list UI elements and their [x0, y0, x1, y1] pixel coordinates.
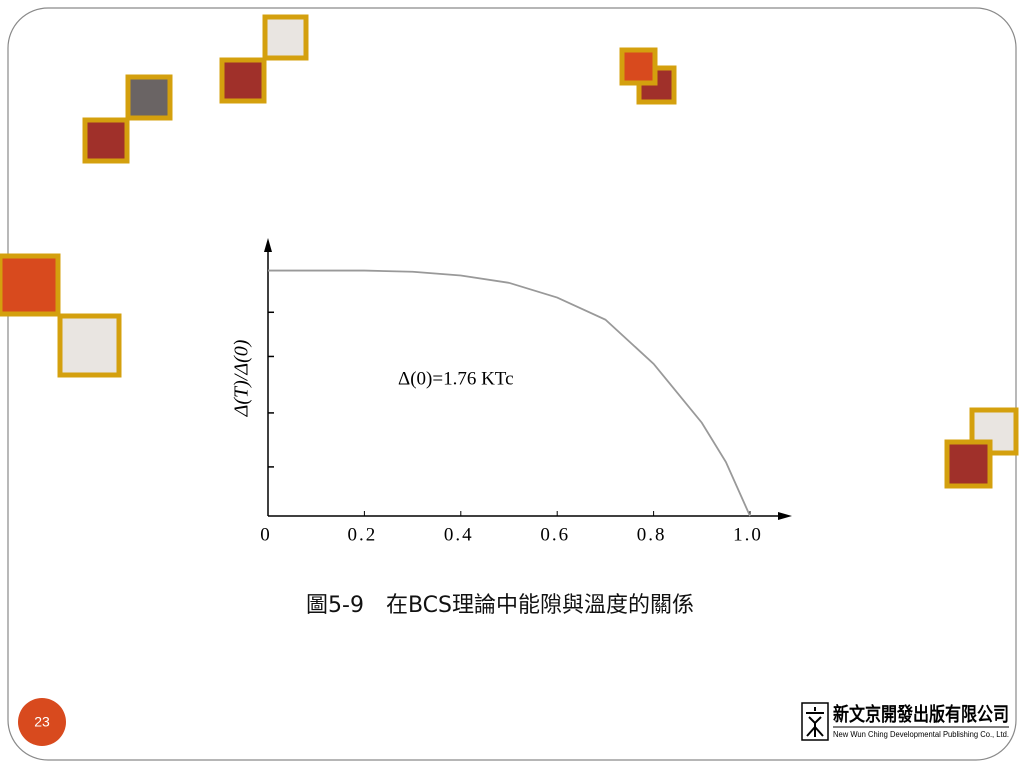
publisher-name: 新文京開發出版有限公司 [833, 703, 1009, 726]
publisher-english: New Wun Ching Developmental Publishing C… [833, 730, 1009, 739]
square [0, 253, 61, 317]
x-tick-label: 0.8 [637, 524, 667, 545]
x-tick-label: 0.2 [348, 524, 378, 545]
page-badge [18, 698, 66, 746]
square [125, 74, 173, 121]
x-tick-label: 0.4 [444, 524, 474, 545]
square [944, 439, 993, 489]
square [262, 14, 309, 61]
square [82, 117, 130, 164]
slide-frame [7, 7, 1017, 761]
square [57, 313, 122, 378]
square [219, 57, 267, 104]
x-tick-label: 1.0 [733, 524, 763, 545]
publisher-logo [801, 702, 829, 741]
page-number: 23 [34, 714, 50, 730]
plot: Δ(T)/Δ(0) Δ(0)=1.76 KTc 0 0.2 0.4 0.6 0.8 1.0 [231, 238, 792, 545]
y-axis-label: Δ(T)/Δ(0) [231, 339, 253, 417]
square [619, 47, 658, 86]
y-axis-arrow [264, 238, 272, 252]
logo-glyph [806, 707, 824, 737]
annotation: Δ(0)=1.76 KTc [398, 368, 514, 389]
x-tick-label: 0 [260, 524, 272, 545]
caption: 圖5-9 在BCS理論中能隙與溫度的關係 [306, 593, 694, 618]
decoration [0, 14, 1019, 489]
x-axis-arrow [778, 512, 792, 520]
x-tick-label: 0.6 [540, 524, 570, 545]
gap-curve [268, 269, 751, 517]
